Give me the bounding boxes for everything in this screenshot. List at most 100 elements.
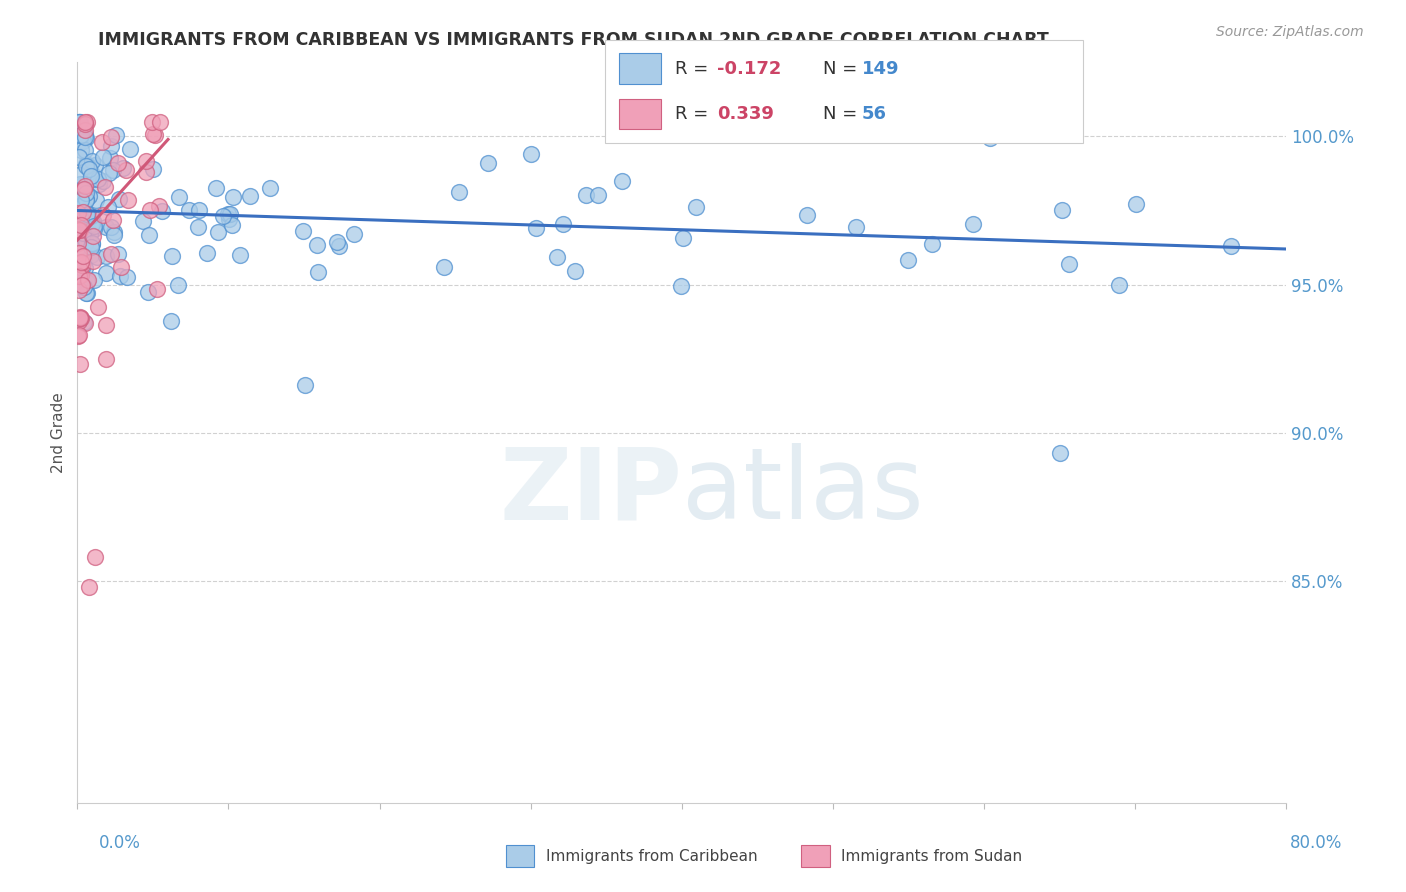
Point xyxy=(70,193,93,207)
Point xyxy=(75,159,97,173)
Point xyxy=(100,138,122,153)
Point xyxy=(179,202,201,217)
Point xyxy=(75,129,97,144)
Point xyxy=(72,226,94,240)
Point xyxy=(1219,239,1241,253)
Point xyxy=(115,163,138,178)
Point xyxy=(169,190,191,204)
Point xyxy=(67,329,90,343)
Text: -0.172: -0.172 xyxy=(717,60,782,78)
Point xyxy=(72,213,94,227)
Point xyxy=(108,269,131,284)
Point xyxy=(118,142,141,156)
Point xyxy=(218,212,240,227)
Point xyxy=(94,179,117,194)
Point xyxy=(962,217,984,231)
Point xyxy=(73,279,96,293)
Point xyxy=(72,134,94,148)
Point xyxy=(205,181,228,195)
Point xyxy=(73,203,96,218)
Point xyxy=(138,203,160,218)
Point xyxy=(238,189,260,203)
Point xyxy=(70,268,93,282)
Point xyxy=(328,239,350,253)
Point xyxy=(148,199,170,213)
Point xyxy=(73,315,96,329)
Point xyxy=(73,178,96,193)
Point xyxy=(75,178,97,192)
Text: 0.339: 0.339 xyxy=(717,105,773,123)
Point xyxy=(160,249,183,263)
Point xyxy=(110,260,132,274)
Point xyxy=(86,172,108,186)
Point xyxy=(207,225,229,239)
Point xyxy=(80,165,103,179)
Point xyxy=(70,143,93,157)
Point xyxy=(294,377,316,392)
Point xyxy=(149,114,172,128)
Point xyxy=(100,247,122,261)
Text: N =: N = xyxy=(823,60,862,78)
Point xyxy=(79,161,101,176)
Text: ZIP: ZIP xyxy=(499,443,682,541)
Point xyxy=(67,223,90,237)
Point xyxy=(83,222,105,236)
Point xyxy=(75,131,97,145)
Point xyxy=(67,150,90,164)
Point xyxy=(69,223,91,237)
Point xyxy=(73,127,96,141)
Point xyxy=(73,117,96,131)
Point xyxy=(132,214,155,228)
Point xyxy=(524,220,547,235)
Point xyxy=(160,314,183,328)
Point xyxy=(75,186,97,200)
Point xyxy=(107,247,129,261)
Point xyxy=(67,327,90,342)
Point xyxy=(67,235,90,250)
Point xyxy=(67,168,90,182)
Text: Immigrants from Caribbean: Immigrants from Caribbean xyxy=(546,849,758,863)
Point xyxy=(80,248,103,262)
Point xyxy=(70,258,93,272)
Point xyxy=(67,114,90,128)
Point xyxy=(67,234,90,248)
Point xyxy=(79,227,101,241)
Point xyxy=(84,193,107,207)
Point xyxy=(187,219,209,234)
Point xyxy=(69,130,91,145)
Point xyxy=(82,228,104,243)
Point xyxy=(70,189,93,203)
Point xyxy=(80,209,103,223)
Point xyxy=(93,174,115,188)
Point xyxy=(69,212,91,227)
Point xyxy=(96,266,118,280)
Point xyxy=(72,199,94,213)
Point xyxy=(77,273,100,287)
Point xyxy=(94,249,117,263)
Point xyxy=(107,156,129,170)
Point xyxy=(211,209,233,223)
Point xyxy=(98,151,121,165)
Point xyxy=(142,162,165,177)
Point xyxy=(612,174,634,188)
Point xyxy=(72,182,94,196)
Point xyxy=(72,197,94,211)
Point xyxy=(75,192,97,206)
Point xyxy=(82,235,104,250)
Point xyxy=(103,228,125,243)
Point xyxy=(97,166,120,180)
Text: Source: ZipAtlas.com: Source: ZipAtlas.com xyxy=(1216,25,1364,39)
Point xyxy=(80,240,103,254)
Point xyxy=(138,227,160,242)
Point xyxy=(80,169,103,184)
Point xyxy=(79,189,101,203)
Point xyxy=(188,203,211,218)
Point xyxy=(76,207,98,221)
Point xyxy=(83,273,105,287)
Point xyxy=(67,245,90,260)
Point xyxy=(108,192,131,206)
Point xyxy=(69,218,91,232)
Point xyxy=(90,135,112,149)
Point xyxy=(67,245,90,260)
Point xyxy=(69,128,91,142)
